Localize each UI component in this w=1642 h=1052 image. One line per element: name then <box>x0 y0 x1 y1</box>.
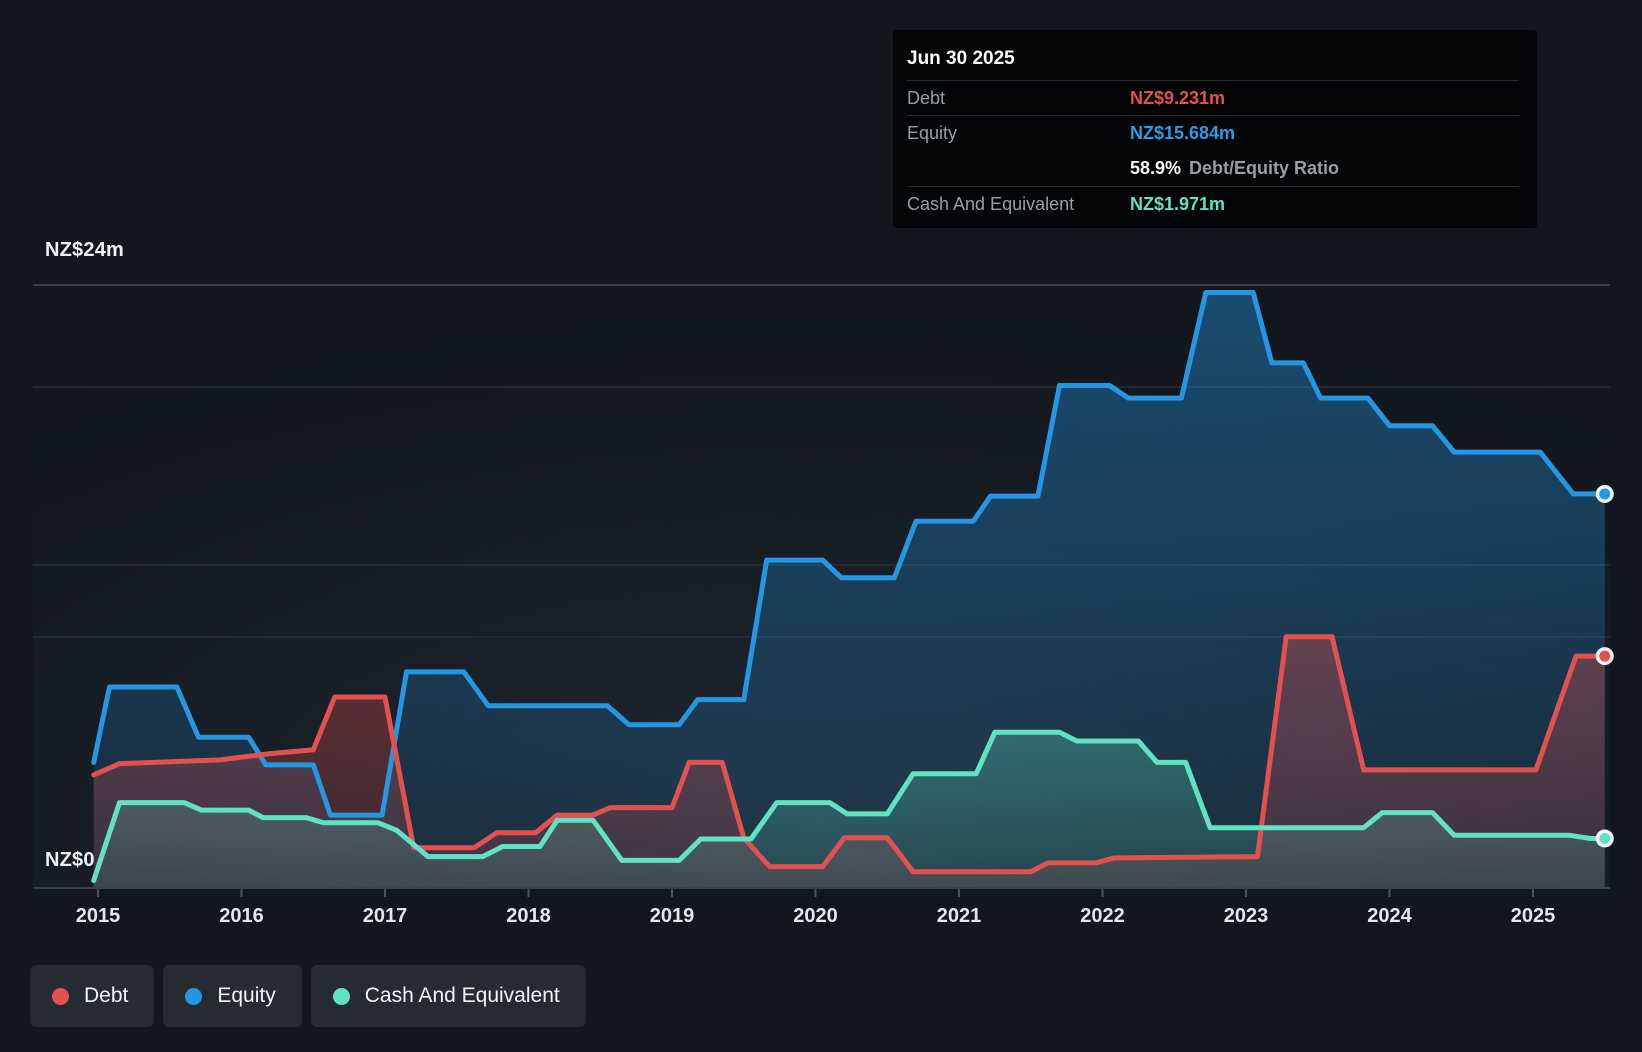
end-marker-cash-and-equivalent <box>1599 832 1611 844</box>
debt-dot-icon <box>52 987 69 1005</box>
x-axis-label-2018: 2018 <box>506 905 551 927</box>
legend-item-debt[interactable]: Debt <box>30 965 155 1027</box>
tooltip-ratio-label: Debt/Equity Ratio <box>1189 157 1340 178</box>
tooltip-row-equity: Equity NZ$15.684m <box>907 115 1519 150</box>
x-axis-label-2016: 2016 <box>219 905 264 927</box>
x-axis-label-2025: 2025 <box>1510 905 1556 927</box>
tooltip-ratio-row: 58.9% Debt/Equity Ratio <box>907 150 1519 186</box>
equity-dot-icon <box>185 987 203 1005</box>
legend-item-cash[interactable]: Cash And Equivalent <box>310 965 586 1027</box>
tooltip-equity-value: NZ$15.684m <box>1130 122 1236 143</box>
tooltip-ratio-value: 58.9% <box>1130 157 1182 178</box>
x-axis-label-2024: 2024 <box>1367 905 1412 927</box>
tooltip-equity-label: Equity <box>907 122 958 143</box>
tooltip-cash-value: NZ$1.971m <box>1130 193 1226 214</box>
x-axis-label-2019: 2019 <box>649 905 695 927</box>
x-axis-label-2021: 2021 <box>936 905 982 927</box>
tooltip-debt-value: NZ$9.231m <box>1130 87 1226 108</box>
x-axis-label-2023: 2023 <box>1223 905 1269 927</box>
tooltip-row-cash: Cash And Equivalent NZ$1.971m <box>907 186 1519 221</box>
legend-debt-label: Debt <box>84 984 129 1007</box>
legend-item-equity[interactable]: Equity <box>163 965 302 1027</box>
x-axis-label-2015: 2015 <box>75 905 121 927</box>
cash-dot-icon <box>332 987 350 1005</box>
series-line-equity <box>91 290 1608 818</box>
tooltip-cash-label: Cash And Equivalent <box>907 193 1075 214</box>
x-axis-label-2020: 2020 <box>793 905 838 927</box>
x-axis-label-2017: 2017 <box>362 905 408 927</box>
legend: Debt Equity Cash And Equivalent <box>30 965 586 1027</box>
tooltip-row-debt: Debt NZ$9.231m <box>907 80 1519 115</box>
tooltip: Jun 30 2025 Debt NZ$9.231m Equity NZ$15.… <box>893 30 1537 228</box>
end-marker-equity <box>1599 488 1611 500</box>
tooltip-debt-label: Debt <box>907 87 946 108</box>
series-line-cash-and-equivalent <box>91 729 1608 883</box>
x-axis-label-2022: 2022 <box>1080 905 1125 927</box>
series-area-equity <box>93 292 1605 888</box>
legend-cash-label: Cash And Equivalent <box>364 984 560 1007</box>
legend-equity-label: Equity <box>217 984 276 1007</box>
series-line-debt <box>91 634 1608 875</box>
series-area-cash-and-equivalent <box>93 732 1605 888</box>
tooltip-date: Jun 30 2025 <box>907 48 1015 69</box>
end-marker-debt <box>1599 650 1611 662</box>
y-axis-label-max: NZ$24m <box>45 239 125 261</box>
y-axis-label-zero: NZ$0 <box>45 849 95 871</box>
